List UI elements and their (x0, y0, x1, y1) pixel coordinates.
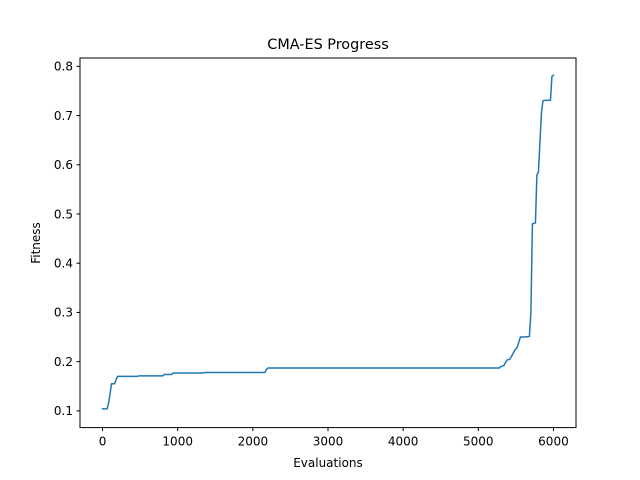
y-tick-label: 0.1 (54, 404, 73, 418)
series-line (101, 74, 555, 410)
y-tick-label: 0.2 (54, 355, 73, 369)
chart-title: CMA-ES Progress (267, 37, 388, 53)
plot-area (101, 74, 555, 410)
y-tick-label: 0.7 (54, 109, 73, 123)
y-tick-label: 0.3 (54, 306, 73, 320)
y-tick-label: 0.6 (54, 158, 73, 172)
x-tick-label: 0 (99, 435, 107, 449)
x-tick-label: 4000 (388, 435, 419, 449)
y-tick-label: 0.8 (54, 60, 73, 74)
x-tick-label: 3000 (313, 435, 344, 449)
y-axis-label: Fitness (29, 222, 43, 264)
x-axis-label: Evaluations (293, 456, 363, 470)
x-tick-label: 1000 (162, 435, 193, 449)
x-axis-ticks: 0 1000 2000 3000 4000 5000 6000 (99, 427, 569, 449)
x-tick-label: 6000 (538, 435, 569, 449)
y-axis-ticks: 0.1 0.2 0.3 0.4 0.5 0.6 0.7 0.8 (54, 60, 80, 418)
y-tick-label: 0.4 (54, 257, 73, 271)
x-tick-label: 5000 (463, 435, 494, 449)
y-tick-label: 0.5 (54, 207, 73, 221)
x-tick-label: 2000 (238, 435, 269, 449)
